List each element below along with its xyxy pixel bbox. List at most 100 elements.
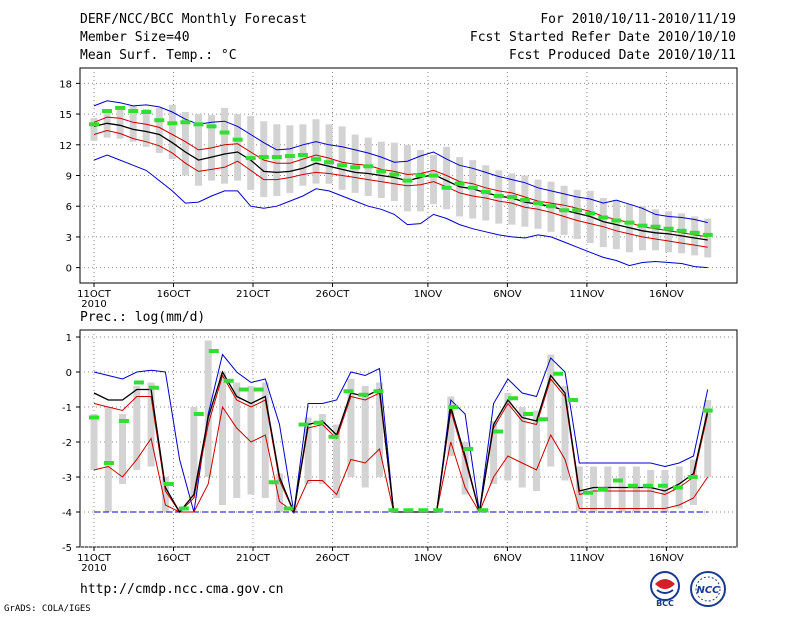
prec-member-box bbox=[119, 414, 127, 484]
temp-member-box bbox=[116, 107, 124, 139]
prec-observed-marker bbox=[223, 378, 234, 383]
temp-observed-marker bbox=[480, 189, 491, 194]
prec-member-box bbox=[561, 386, 569, 481]
temp-y-tick-label: 0 bbox=[66, 264, 72, 275]
prec-observed-marker bbox=[193, 412, 204, 416]
prec-member-box bbox=[190, 407, 198, 498]
temp-y-tick-label: 3 bbox=[66, 233, 72, 244]
temp-member-box bbox=[312, 119, 320, 184]
temp-member-box bbox=[416, 149, 424, 212]
ncc-logo-text: NCC bbox=[696, 585, 720, 596]
prec-observed-marker bbox=[627, 483, 638, 488]
chart-title: DERF/NCC/BCC Monthly Forecast bbox=[80, 12, 307, 27]
temp-y-tick-label: 6 bbox=[66, 202, 72, 213]
forecast-produced-date: Fcst Produced Date 2010/10/11 bbox=[509, 48, 736, 63]
temp-x-tick-label: 11OCT bbox=[77, 289, 112, 300]
prec-member-box bbox=[689, 459, 697, 505]
temp-member-box bbox=[247, 116, 255, 190]
forecast-range: For 2010/10/11-2010/11/19 bbox=[540, 12, 736, 27]
source-url[interactable]: http://cmdp.ncc.cma.gov.cn bbox=[80, 582, 284, 597]
prec-observed-marker bbox=[178, 506, 189, 511]
temp-observed-marker bbox=[297, 153, 308, 158]
temp-observed-marker bbox=[519, 198, 530, 203]
temp-observed-marker bbox=[493, 193, 504, 198]
temp-member-box bbox=[665, 211, 673, 253]
forecast-start-date: Fcst Started Refer Date 2010/10/10 bbox=[469, 30, 736, 45]
temp-ensemble-mean-line bbox=[93, 122, 708, 241]
prec-observed-marker bbox=[328, 434, 339, 439]
prec-member-box bbox=[618, 466, 626, 512]
prec-observed-marker bbox=[388, 508, 399, 513]
temp-y-tick-label: 12 bbox=[59, 141, 72, 152]
temp-member-box bbox=[221, 107, 229, 184]
temp-observed-marker bbox=[702, 232, 713, 237]
temp-x-tick-label: 6NOV bbox=[493, 289, 522, 300]
prec-member-box bbox=[104, 407, 112, 512]
temp-observed-marker bbox=[128, 109, 139, 113]
temp-observed-marker bbox=[415, 173, 426, 178]
prec-observed-marker bbox=[238, 387, 249, 392]
temp-year-label: 2010 bbox=[81, 299, 106, 310]
prec-observed-marker bbox=[553, 371, 564, 376]
temp-observed-marker bbox=[271, 155, 282, 160]
prec-member-box bbox=[218, 372, 226, 505]
temp-observed-marker bbox=[598, 215, 609, 220]
prec-x-tick-label: 21OCT bbox=[236, 553, 271, 564]
prec-observed-marker bbox=[538, 417, 549, 422]
temp-observed-marker bbox=[167, 121, 178, 126]
temp-member-box bbox=[599, 198, 607, 248]
prec-observed-marker bbox=[493, 429, 504, 434]
ncc-logo: NCC bbox=[690, 571, 726, 607]
temp-y-tick-label: 9 bbox=[66, 172, 72, 183]
prec-observed-marker bbox=[253, 387, 264, 392]
prec-observed-marker bbox=[373, 389, 384, 394]
temp-observed-marker bbox=[337, 163, 348, 168]
temp-observed-marker bbox=[310, 157, 321, 162]
prec-member-box bbox=[147, 382, 155, 467]
temp-observed-marker bbox=[350, 165, 361, 170]
prec-observed-marker bbox=[118, 419, 129, 423]
temp-observed-marker bbox=[115, 105, 126, 110]
temp-member-box bbox=[573, 189, 581, 239]
temp-lower-spread-line bbox=[93, 129, 708, 248]
temp-x-tick-label: 16OCT bbox=[157, 289, 192, 300]
prec-member-box bbox=[347, 379, 355, 477]
prec-observed-marker bbox=[418, 508, 429, 513]
temp-member-box bbox=[430, 155, 438, 205]
prec-observed-marker bbox=[463, 447, 474, 451]
prec-observed-marker bbox=[478, 508, 489, 513]
temp-x-tick-label: 11NOV bbox=[570, 289, 605, 300]
prec-max-envelope-line bbox=[93, 353, 709, 513]
precipitation-variable-label: Prec.: log(mm/d) bbox=[80, 310, 206, 325]
temp-observed-marker bbox=[532, 201, 543, 206]
prec-observed-marker bbox=[448, 405, 459, 409]
prec-member-box bbox=[547, 354, 555, 467]
prec-observed-marker bbox=[687, 475, 698, 479]
temp-observed-marker bbox=[245, 156, 256, 161]
temp-x-tick-label: 1NOV bbox=[414, 289, 443, 300]
prec-member-box bbox=[461, 442, 469, 495]
temp-member-box bbox=[90, 118, 98, 141]
temp-member-box bbox=[234, 114, 242, 181]
prec-member-box bbox=[590, 466, 598, 512]
prec-observed-marker bbox=[702, 408, 713, 413]
temp-observed-marker bbox=[389, 172, 400, 177]
temp-observed-marker bbox=[284, 154, 295, 159]
temp-observed-marker bbox=[89, 122, 99, 127]
prec-member-box bbox=[276, 473, 284, 512]
prec-observed-marker bbox=[523, 412, 534, 416]
member-size: Member Size=40 bbox=[80, 30, 190, 45]
prec-observed-marker bbox=[597, 487, 608, 492]
temp-member-box bbox=[260, 121, 268, 197]
prec-member-box bbox=[318, 414, 326, 484]
temp-observed-marker bbox=[258, 155, 269, 160]
temp-member-box bbox=[508, 173, 516, 225]
prec-member-box bbox=[490, 421, 498, 484]
temp-member-box bbox=[181, 112, 189, 176]
prec-observed-marker bbox=[582, 490, 593, 495]
temp-member-box bbox=[652, 209, 660, 251]
prec-y-tick-label: -4 bbox=[62, 508, 72, 519]
prec-plot-frame bbox=[79, 329, 738, 548]
temp-member-box bbox=[691, 216, 699, 256]
prec-observed-marker bbox=[313, 420, 324, 425]
